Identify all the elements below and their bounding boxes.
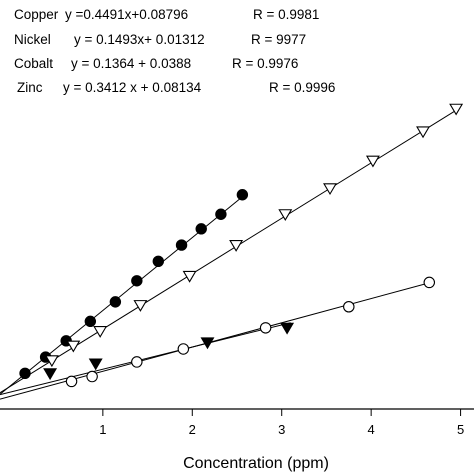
data-point-zinc bbox=[66, 340, 81, 353]
legend-r-value: R = 9977 bbox=[251, 32, 306, 47]
data-point-zinc bbox=[278, 209, 293, 222]
data-point-copper bbox=[215, 208, 227, 220]
data-point-cobalt bbox=[88, 358, 103, 371]
legend-series-name: Zinc bbox=[17, 80, 43, 95]
legend-equation: y =0.4491x+0.08796 bbox=[65, 7, 188, 22]
x-axis: 1 2 3 4 5 bbox=[0, 408, 474, 437]
legend-equation: y = 0.1364 + 0.0388 bbox=[71, 56, 191, 71]
x-tick-label: 1 bbox=[99, 422, 106, 437]
data-point-nickel bbox=[343, 300, 355, 313]
x-tick-label: 4 bbox=[368, 422, 375, 437]
data-point-zinc bbox=[323, 183, 337, 196]
legend-equation: y = 0.3412 x + 0.08134 bbox=[63, 80, 202, 95]
data-point-zinc bbox=[133, 300, 148, 312]
data-point-nickel bbox=[65, 375, 78, 388]
x-tick-label: 5 bbox=[457, 422, 464, 437]
legend-series-name: Nickel bbox=[14, 32, 51, 47]
legend-series-name: Cobalt bbox=[14, 56, 53, 71]
data-point-nickel bbox=[86, 370, 98, 383]
legend-equation: y = 0.1493x+ 0.01312 bbox=[74, 32, 205, 47]
data-point-copper bbox=[175, 239, 188, 251]
data-point-cobalt bbox=[280, 322, 295, 335]
fit-line-zinc bbox=[0, 107, 460, 394]
x-tick-label: 3 bbox=[278, 422, 285, 437]
legend-r-value: R = 0.9981 bbox=[253, 7, 319, 22]
data-point-nickel bbox=[177, 343, 190, 355]
x-tick-label: 2 bbox=[189, 422, 196, 437]
fit-line-cobalt bbox=[0, 322, 291, 396]
data-point-cobalt bbox=[200, 337, 215, 350]
data-point-zinc bbox=[416, 126, 430, 139]
data-point-zinc bbox=[44, 355, 59, 368]
data-point-cobalt bbox=[43, 368, 58, 381]
data-point-nickel bbox=[131, 356, 143, 368]
legend-r-value: R = 0.9976 bbox=[232, 56, 298, 71]
data-point-copper bbox=[236, 189, 249, 201]
data-point-zinc bbox=[93, 326, 108, 338]
fit-lines bbox=[0, 107, 460, 400]
data-markers bbox=[19, 103, 464, 388]
data-point-copper bbox=[131, 275, 143, 287]
data-point-zinc bbox=[449, 103, 464, 116]
equation-legend: Copper y =0.4491x+0.08796 R = 0.9981 Nickel… bbox=[14, 7, 335, 95]
data-point-copper bbox=[109, 296, 122, 308]
data-point-copper bbox=[19, 367, 31, 379]
data-point-copper bbox=[84, 315, 97, 328]
x-axis-label: Concentration (ppm) bbox=[183, 455, 329, 472]
data-point-nickel bbox=[259, 322, 272, 334]
data-point-copper bbox=[152, 255, 164, 268]
data-point-zinc bbox=[365, 155, 380, 168]
data-point-copper bbox=[195, 223, 207, 235]
data-point-nickel bbox=[423, 276, 436, 289]
data-point-zinc bbox=[182, 270, 197, 283]
plot-area bbox=[0, 103, 464, 400]
legend-series-name: Copper bbox=[14, 7, 59, 22]
data-point-zinc bbox=[229, 240, 244, 252]
legend-r-value: R = 0.9996 bbox=[269, 80, 335, 95]
